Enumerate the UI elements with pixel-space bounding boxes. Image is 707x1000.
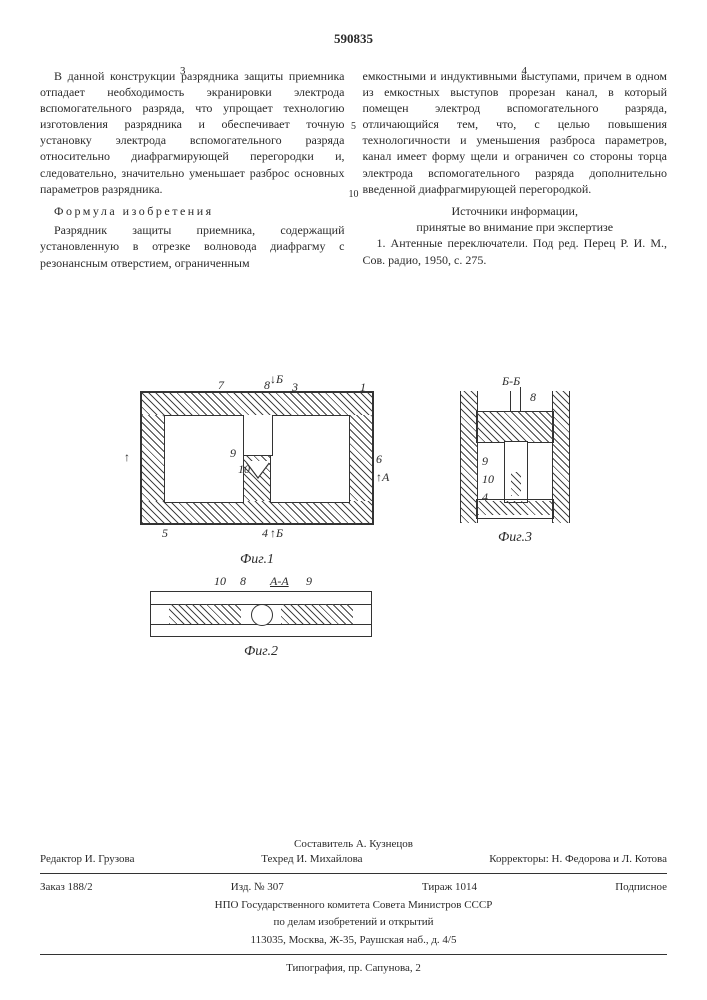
footer-composer: Составитель А. Кузнецов — [40, 837, 667, 852]
fig2-num10: 10 — [214, 573, 226, 589]
sources-sub: принятые во внимание при экспертизе — [363, 219, 668, 235]
fig2-aa: А-А — [270, 573, 289, 589]
fig3-num4: 4 — [482, 489, 488, 505]
fig1-num7: 7 — [218, 377, 224, 393]
fig1-num5: 5 — [162, 525, 168, 541]
right-para1: емкостными и индуктивными выступами, при… — [363, 68, 668, 198]
fig1-num6: 6 — [376, 451, 382, 467]
fig1-label: Фиг.1 — [140, 551, 374, 570]
fig2-label: Фиг.2 — [150, 643, 372, 662]
fig1-num8: 8 — [264, 377, 270, 393]
footer-izd: Изд. № 307 — [231, 880, 284, 895]
left-para1: В данной конструкции разрядника защиты п… — [40, 68, 345, 198]
figures-region: ↓Б 7 8 3 1 9 10 6 4 5 — [40, 391, 667, 701]
figure-1: ↓Б 7 8 3 1 9 10 6 4 5 — [140, 391, 374, 570]
fig1-num9: 9 — [230, 445, 236, 461]
footer-tech: Техред И. Михайлова — [261, 852, 362, 867]
line-number-5: 5 — [351, 120, 356, 134]
fig1-num4: 4 — [262, 525, 268, 541]
fig1-num10: 10 — [238, 461, 250, 477]
fig1-num3: 3 — [292, 379, 298, 395]
divider-1 — [40, 873, 667, 874]
footer-sub: Подписное — [615, 880, 667, 895]
page-num-right: 4 — [522, 64, 528, 79]
fig3-label: Фиг.3 — [460, 529, 570, 548]
fig3-num8: 8 — [530, 389, 536, 405]
reference-1: 1. Антенные переключатели. Под ред. Пере… — [363, 235, 668, 267]
figure-3: Б-Б 8 9 10 4 Фиг.3 — [460, 391, 570, 548]
fig1-arrow-right-A: ↑A — [376, 469, 389, 485]
footer: Составитель А. Кузнецов Редактор И. Груз… — [40, 837, 667, 976]
left-para2: Разрядник защиты приемника, содержащий у… — [40, 222, 345, 271]
footer-org2: по делам изобретений и открытий — [40, 915, 667, 930]
page-num-left: 3 — [180, 64, 186, 79]
fig3-num9: 9 — [482, 453, 488, 469]
fig2-num9: 9 — [306, 573, 312, 589]
fig1-cut-B-top: ↓Б — [270, 371, 283, 387]
footer-editor: Редактор И. Грузова — [40, 852, 134, 867]
footer-order: Заказ 188/2 — [40, 880, 93, 895]
fig1-arrow-left: ↑ — [124, 449, 130, 465]
footer-addr: 113035, Москва, Ж-35, Раушская наб., д. … — [40, 933, 667, 948]
fig2-num8: 8 — [240, 573, 246, 589]
divider-2 — [40, 954, 667, 955]
fig1-cut-B-bot: ↑Б — [270, 525, 283, 541]
figure-2: 10 8 А-А 9 Фиг.2 — [150, 591, 372, 662]
footer-org1: НПО Государственного комитета Совета Мин… — [40, 898, 667, 913]
fig3-cut-label: Б-Б — [502, 373, 520, 389]
right-column: емкостными и индуктивными выступами, при… — [363, 68, 668, 271]
line-number-10: 10 — [349, 188, 359, 202]
formula-title: Формула изобретения — [40, 203, 345, 219]
patent-number: 590835 — [40, 30, 667, 48]
sources-title: Источники информации, — [363, 203, 668, 219]
footer-correctors: Корректоры: Н. Федорова и Л. Котова — [489, 852, 667, 867]
footer-print: Типография, пр. Сапунова, 2 — [40, 961, 667, 976]
fig3-num10: 10 — [482, 471, 494, 487]
fig1-num1: 1 — [360, 379, 366, 395]
left-column: В данной конструкции разрядника защиты п… — [40, 68, 345, 271]
footer-tirazh: Тираж 1014 — [422, 880, 477, 895]
